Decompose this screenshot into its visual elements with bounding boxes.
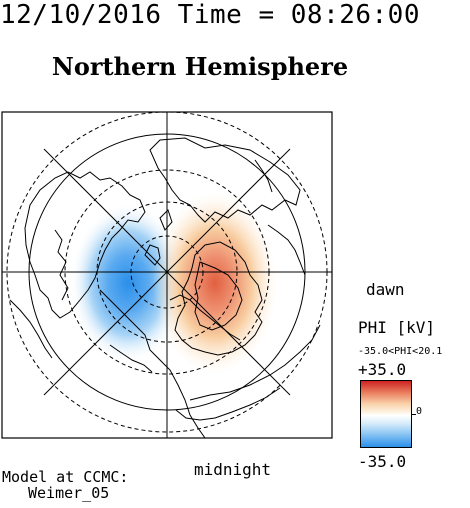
dawn-cell: [153, 193, 277, 373]
meridian-diagonal-2: [43, 148, 291, 396]
dusk-cell: [70, 203, 186, 363]
colorbar: [360, 380, 412, 448]
colorbar-zero-label: 0: [416, 406, 423, 417]
map-frame: [1, 111, 333, 439]
midnight-label: midnight: [194, 460, 272, 479]
colorbar-max-label: +35.0: [358, 360, 407, 379]
colorbar-zero-tick: [412, 414, 416, 415]
timestamp: 12/10/2016 Time = 08:26:00: [0, 0, 420, 30]
colorbar-range: -35.0<PHI<20.1: [358, 346, 443, 357]
coastlines: [9, 137, 321, 438]
polar-potential-map: [1, 111, 333, 439]
model-name: Weimer_05: [28, 484, 110, 502]
dawn-label: dawn: [366, 280, 405, 299]
colorbar-title: PHI [kV]: [358, 318, 436, 337]
map-title: Northern Hemisphere: [51, 52, 349, 81]
model-credit: Model at CCMC:: [2, 468, 129, 486]
colorbar-min-label: -35.0: [358, 452, 407, 471]
